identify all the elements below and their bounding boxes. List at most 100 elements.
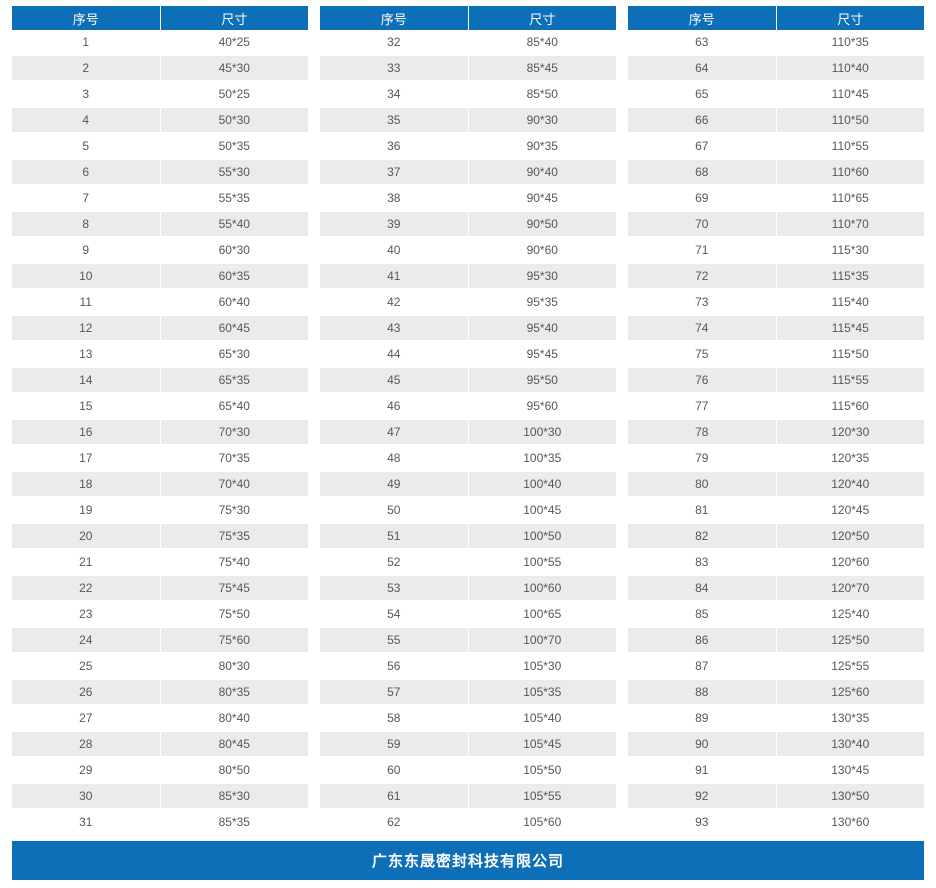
size-cell: 85*50 xyxy=(467,82,617,106)
serial-cell: 51 xyxy=(387,529,401,543)
serial-cell: 53 xyxy=(387,581,401,595)
size-cell: 100*40 xyxy=(467,472,617,496)
table-row: 76 115*55 xyxy=(628,368,924,394)
table-row: 67 110*55 xyxy=(628,134,924,160)
table-row: 73 115*40 xyxy=(628,290,924,316)
serial-cell: 10 xyxy=(79,269,93,283)
serial-cell: 83 xyxy=(695,555,709,569)
serial-cell: 6 xyxy=(82,165,90,179)
size-cell: 75*35 xyxy=(159,524,309,548)
size-cell: 115*60 xyxy=(775,394,925,418)
size-cell: 110*55 xyxy=(775,134,925,158)
serial-cell: 2 xyxy=(82,61,90,75)
size-cell: 115*55 xyxy=(775,368,925,392)
table-columns-wrapper: 序号 尺寸 1 40*25 2 45*30 3 50*25 4 50*30 5 50*35 6 55*… xyxy=(12,6,924,836)
size-cell: 115*35 xyxy=(775,264,925,288)
size-cell: 105*60 xyxy=(467,810,617,834)
serial-header-cell: 序号 xyxy=(688,11,715,27)
size-cell: 120*35 xyxy=(775,446,925,470)
serial-cell: 22 xyxy=(79,581,93,595)
serial-cell: 28 xyxy=(79,737,93,751)
serial-cell: 46 xyxy=(387,399,401,413)
serial-cell: 89 xyxy=(695,711,709,725)
table-row: 19 75*30 xyxy=(12,498,308,524)
size-cell: 55*35 xyxy=(159,186,309,210)
size-cell: 100*30 xyxy=(467,420,617,444)
serial-cell: 88 xyxy=(695,685,709,699)
size-cell: 125*55 xyxy=(775,654,925,678)
serial-cell: 77 xyxy=(695,399,709,413)
serial-header-cell: 序号 xyxy=(380,11,407,27)
serial-cell: 37 xyxy=(387,165,401,179)
table-row: 11 60*40 xyxy=(12,290,308,316)
size-cell: 95*35 xyxy=(467,290,617,314)
serial-cell: 32 xyxy=(387,35,401,49)
table-row: 59 105*45 xyxy=(320,732,616,758)
serial-cell: 52 xyxy=(387,555,401,569)
serial-cell: 57 xyxy=(387,685,401,699)
table-row: 15 65*40 xyxy=(12,394,308,420)
serial-cell: 31 xyxy=(79,815,93,829)
table-row: 47 100*30 xyxy=(320,420,616,446)
table-row: 18 70*40 xyxy=(12,472,308,498)
serial-cell: 29 xyxy=(79,763,93,777)
serial-cell: 19 xyxy=(79,503,93,517)
table-row: 20 75*35 xyxy=(12,524,308,550)
spec-table-group-3: 序号 尺寸 63 110*35 64 110*40 65 110*45 66 110*50 67… xyxy=(628,6,924,836)
size-cell: 130*50 xyxy=(775,784,925,808)
spec-table-group-2: 序号 尺寸 32 85*40 33 85*45 34 85*50 35 90*30 36 90*3… xyxy=(320,6,616,836)
serial-cell: 27 xyxy=(79,711,93,725)
size-cell: 125*40 xyxy=(775,602,925,626)
size-cell: 130*45 xyxy=(775,758,925,782)
size-cell: 90*35 xyxy=(467,134,617,158)
table-row: 12 60*45 xyxy=(12,316,308,342)
table-row: 42 95*35 xyxy=(320,290,616,316)
table-row: 25 80*30 xyxy=(12,654,308,680)
table-row: 68 110*60 xyxy=(628,160,924,186)
size-cell: 130*35 xyxy=(775,706,925,730)
table-row: 52 100*55 xyxy=(320,550,616,576)
size-cell: 95*40 xyxy=(467,316,617,340)
serial-cell: 26 xyxy=(79,685,93,699)
table-row: 62 105*60 xyxy=(320,810,616,836)
table-row: 85 125*40 xyxy=(628,602,924,628)
table-row: 64 110*40 xyxy=(628,56,924,82)
size-cell: 115*50 xyxy=(775,342,925,366)
serial-cell: 79 xyxy=(695,451,709,465)
serial-header-cell: 序号 xyxy=(72,11,99,27)
size-cell: 85*40 xyxy=(467,30,617,54)
table-row: 65 110*45 xyxy=(628,82,924,108)
serial-cell: 45 xyxy=(387,373,401,387)
serial-cell: 18 xyxy=(79,477,93,491)
table-row: 56 105*30 xyxy=(320,654,616,680)
table-row: 40 90*60 xyxy=(320,238,616,264)
serial-cell: 50 xyxy=(387,503,401,517)
size-cell: 60*35 xyxy=(159,264,309,288)
serial-cell: 48 xyxy=(387,451,401,465)
size-cell: 100*35 xyxy=(467,446,617,470)
size-cell: 65*40 xyxy=(159,394,309,418)
table-row: 54 100*65 xyxy=(320,602,616,628)
size-header-cell: 尺寸 xyxy=(775,6,925,30)
table-row: 36 90*35 xyxy=(320,134,616,160)
table-row: 46 95*60 xyxy=(320,394,616,420)
serial-cell: 78 xyxy=(695,425,709,439)
table-row: 88 125*60 xyxy=(628,680,924,706)
table-row: 6 55*30 xyxy=(12,160,308,186)
size-cell: 65*30 xyxy=(159,342,309,366)
table-row: 17 70*35 xyxy=(12,446,308,472)
serial-cell: 14 xyxy=(79,373,93,387)
serial-cell: 40 xyxy=(387,243,401,257)
size-cell: 130*60 xyxy=(775,810,925,834)
table-row: 86 125*50 xyxy=(628,628,924,654)
serial-cell: 49 xyxy=(387,477,401,491)
serial-cell: 87 xyxy=(695,659,709,673)
size-cell: 75*50 xyxy=(159,602,309,626)
serial-cell: 3 xyxy=(82,87,90,101)
size-cell: 95*30 xyxy=(467,264,617,288)
table-row: 44 95*45 xyxy=(320,342,616,368)
size-cell: 120*60 xyxy=(775,550,925,574)
serial-cell: 68 xyxy=(695,165,709,179)
size-cell: 115*40 xyxy=(775,290,925,314)
